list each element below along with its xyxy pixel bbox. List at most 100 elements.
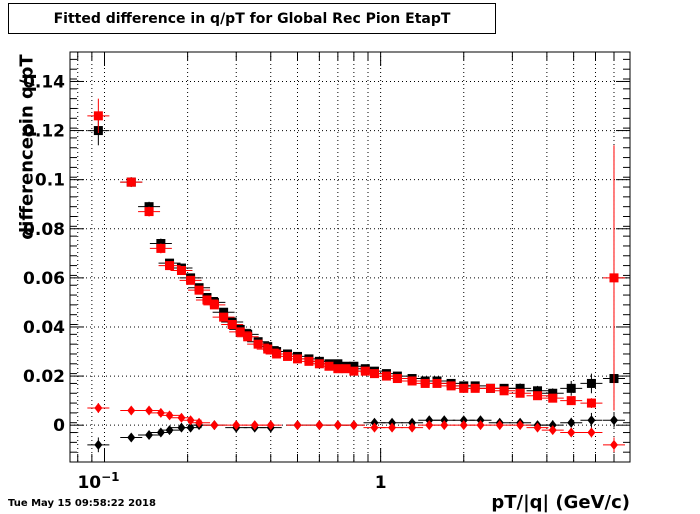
data-point (360, 366, 370, 376)
data-point (293, 354, 303, 364)
data-point (145, 405, 154, 416)
data-point (446, 381, 456, 391)
data-point (263, 344, 273, 354)
data-point (609, 273, 619, 283)
x-axis-label: pT/|q| (GeV/c) (491, 492, 630, 513)
data-point (219, 312, 229, 322)
data-point (407, 376, 417, 386)
data-point (370, 422, 379, 433)
data-point (533, 422, 542, 433)
data-point (177, 412, 186, 423)
data-point (314, 359, 324, 369)
data-point (127, 432, 136, 443)
data-point (459, 420, 468, 431)
data-point (235, 327, 245, 337)
data-point (609, 415, 618, 426)
y-tick-label: 0.02 (23, 367, 65, 387)
data-point (425, 420, 434, 431)
data-point (145, 429, 154, 440)
data-point (486, 383, 496, 393)
chart-title: Fitted difference in q/pT for Global Rec… (8, 3, 496, 34)
data-point (587, 427, 596, 438)
data-point (349, 366, 359, 376)
y-tick-label: 0.1 (35, 171, 65, 191)
data-point (232, 420, 241, 431)
data-point (515, 388, 525, 398)
y-tick-label: 0.12 (23, 122, 65, 142)
data-point (126, 177, 136, 187)
data-point (586, 398, 596, 408)
data-point (266, 420, 275, 431)
data-point (127, 405, 136, 416)
data-point (392, 374, 402, 384)
data-point (440, 420, 449, 431)
data-point (186, 275, 196, 285)
y-tick-label: 0.06 (23, 269, 65, 289)
data-point (408, 422, 417, 433)
data-point (566, 396, 576, 406)
data-point (495, 420, 504, 431)
data-point (219, 307, 229, 317)
data-point (567, 417, 576, 428)
y-tick-label: 0 (53, 416, 65, 436)
data-point (272, 349, 282, 359)
data-point (210, 420, 219, 431)
data-point (567, 427, 576, 438)
data-point (304, 356, 314, 366)
data-point (156, 407, 165, 418)
data-point (515, 383, 525, 393)
timestamp: Tue May 15 09:58:22 2018 (8, 498, 156, 509)
data-point (195, 417, 204, 428)
data-point (227, 320, 237, 330)
y-tick-label: 0.08 (23, 220, 65, 240)
series-diamond (87, 412, 625, 453)
plot-frame (69, 51, 631, 463)
data-point (202, 295, 212, 305)
data-point (253, 339, 263, 349)
data-point (165, 410, 174, 421)
data-point (566, 383, 576, 393)
data-point (548, 388, 558, 398)
data-point (548, 425, 557, 436)
data-point (381, 371, 391, 381)
data-point (94, 402, 103, 413)
data-point (587, 415, 596, 426)
data-point (156, 243, 166, 253)
data-point (476, 420, 485, 431)
y-tick-label: 0.14 (23, 72, 65, 92)
data-point (209, 300, 219, 310)
data-point (432, 378, 442, 388)
data-point (315, 420, 324, 431)
data-point (548, 393, 558, 403)
grid-lines (70, 52, 631, 462)
series-square (87, 115, 625, 399)
series-square (87, 98, 625, 411)
data-point (499, 386, 509, 396)
data-point (533, 386, 543, 396)
data-point (243, 332, 253, 342)
data-point (93, 111, 103, 121)
data-point (388, 422, 397, 433)
data-point (165, 261, 175, 271)
axis-ticks: 0 0.02 0.04 0.06 0.08 0.1 0.12 0.14 10−1 1 (23, 52, 631, 493)
data-point (609, 439, 618, 450)
data-markers (87, 98, 625, 453)
data-point (165, 425, 174, 436)
y-tick-label: 0.04 (23, 318, 65, 338)
x-tick-label: 1 (375, 473, 387, 493)
data-point (293, 420, 302, 431)
data-point (333, 420, 342, 431)
data-point (369, 369, 379, 379)
data-point (176, 266, 186, 276)
data-point (156, 427, 165, 438)
data-point (333, 359, 343, 369)
y-axis-label: differencepin q/pT (16, 54, 38, 240)
data-point (420, 378, 430, 388)
data-point (349, 420, 358, 431)
x-tick-label: 10−1 (77, 470, 119, 493)
data-point (459, 383, 469, 393)
data-point (250, 420, 259, 431)
data-point (283, 351, 293, 361)
data-point (341, 364, 351, 374)
